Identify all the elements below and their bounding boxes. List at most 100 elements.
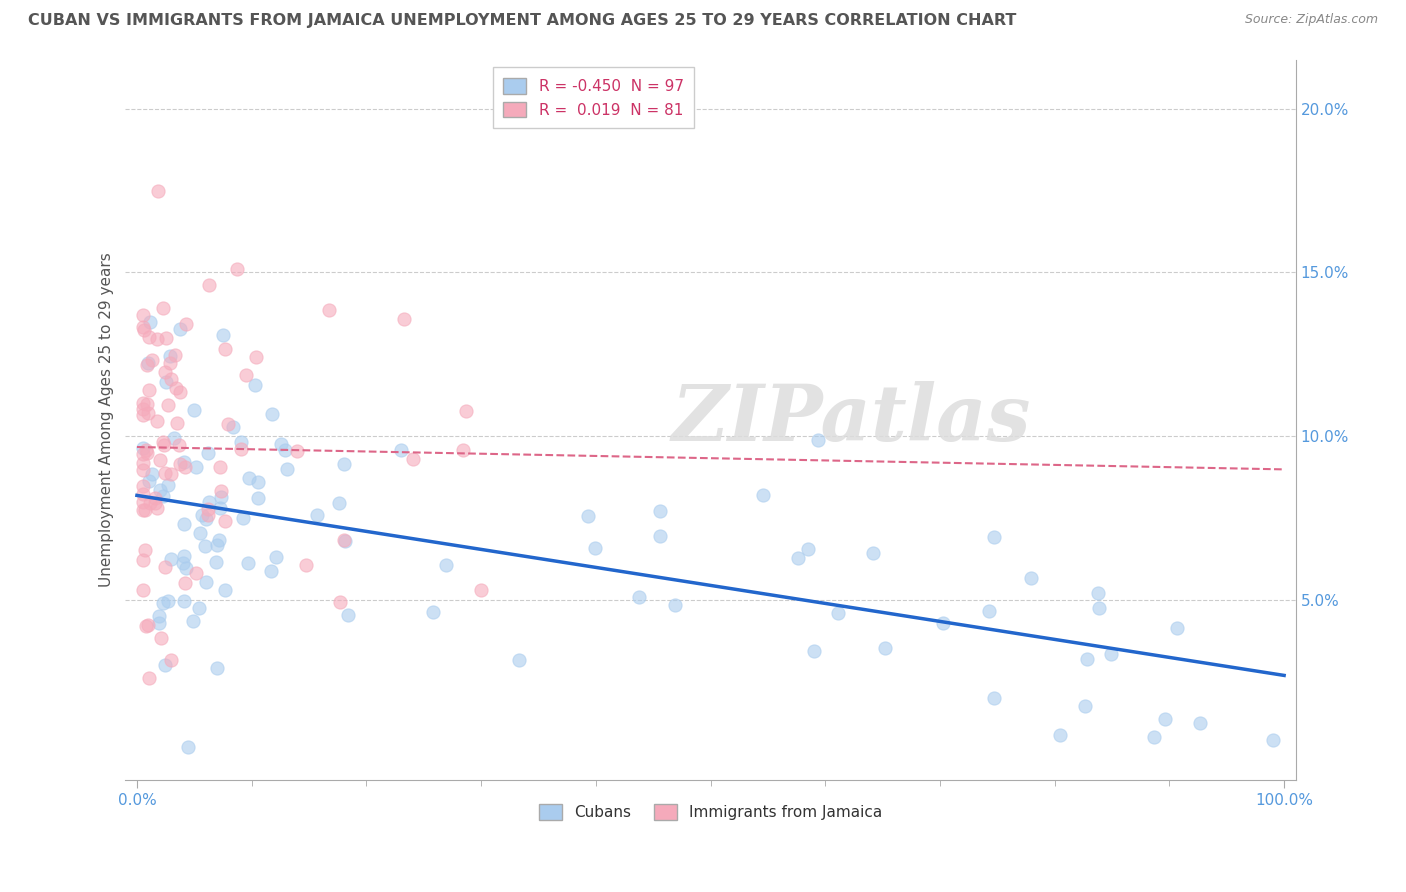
Point (285, 443, 308, 458)
Point (131, 582, 153, 597)
Point (389, 443, 412, 458)
Point (247, 491, 270, 505)
Point (235, 368, 257, 382)
Point (134, 503, 156, 517)
Point (176, 318, 198, 332)
Point (194, 539, 217, 553)
Point (1099, 647, 1122, 661)
Point (276, 461, 298, 475)
Point (875, 641, 897, 656)
Point (1049, 728, 1071, 742)
Point (983, 691, 1005, 706)
Point (152, 596, 174, 610)
Point (209, 484, 232, 499)
Point (141, 353, 163, 368)
Point (470, 582, 492, 597)
Point (208, 533, 231, 548)
Point (150, 631, 173, 645)
Point (295, 558, 318, 572)
Point (1261, 733, 1284, 747)
Point (205, 661, 228, 675)
Point (166, 417, 188, 431)
Point (229, 442, 252, 456)
Point (136, 406, 159, 420)
Point (131, 441, 153, 455)
Point (236, 556, 259, 570)
Point (184, 460, 207, 475)
Point (650, 529, 672, 543)
Point (177, 739, 200, 754)
Point (190, 508, 212, 523)
Point (131, 456, 153, 470)
Point (197, 446, 219, 460)
Point (197, 502, 219, 516)
Point (402, 452, 425, 467)
Point (135, 618, 157, 632)
Point (174, 460, 197, 475)
Point (135, 446, 157, 460)
Point (173, 549, 195, 564)
Point (336, 607, 359, 622)
Point (648, 504, 671, 518)
Point (169, 457, 191, 471)
Point (247, 475, 270, 490)
Point (183, 402, 205, 417)
Point (139, 315, 162, 329)
Point (1021, 571, 1043, 585)
Point (862, 546, 884, 560)
Point (208, 501, 231, 516)
Point (983, 530, 1005, 544)
Point (245, 378, 267, 392)
Point (138, 384, 160, 398)
Point (1188, 715, 1211, 730)
Point (827, 606, 849, 620)
Point (160, 653, 183, 667)
Point (143, 491, 166, 505)
Point (627, 591, 650, 605)
Point (156, 594, 179, 608)
Point (270, 437, 292, 451)
Point (167, 438, 190, 452)
Point (139, 495, 162, 509)
Point (138, 474, 160, 488)
Point (232, 511, 254, 525)
Point (131, 447, 153, 461)
Point (135, 443, 157, 458)
Point (187, 600, 209, 615)
Point (262, 408, 284, 422)
Point (578, 509, 600, 524)
Point (131, 479, 153, 493)
Point (198, 494, 221, 508)
Point (136, 358, 159, 372)
Point (456, 403, 478, 417)
Point (260, 564, 283, 578)
Point (155, 375, 177, 389)
Point (194, 512, 217, 526)
Point (209, 460, 232, 475)
Point (932, 616, 955, 631)
Point (245, 351, 267, 365)
Point (155, 331, 177, 345)
Point (131, 503, 153, 517)
Point (188, 525, 211, 540)
Point (226, 262, 249, 277)
Text: Source: ZipAtlas.com: Source: ZipAtlas.com (1244, 13, 1378, 27)
Point (217, 417, 239, 432)
Point (231, 434, 253, 449)
Point (198, 278, 221, 293)
Text: ZIPatlas: ZIPatlas (671, 382, 1031, 458)
Point (131, 309, 153, 323)
Point (204, 556, 226, 570)
Point (422, 606, 444, 620)
Point (156, 398, 179, 412)
Point (131, 494, 153, 508)
Point (205, 538, 228, 552)
Point (173, 594, 195, 608)
Point (977, 604, 1000, 618)
Point (138, 618, 160, 632)
Point (146, 332, 169, 346)
Point (143, 496, 166, 510)
Point (1087, 586, 1109, 600)
Point (664, 598, 686, 612)
Point (162, 431, 184, 445)
